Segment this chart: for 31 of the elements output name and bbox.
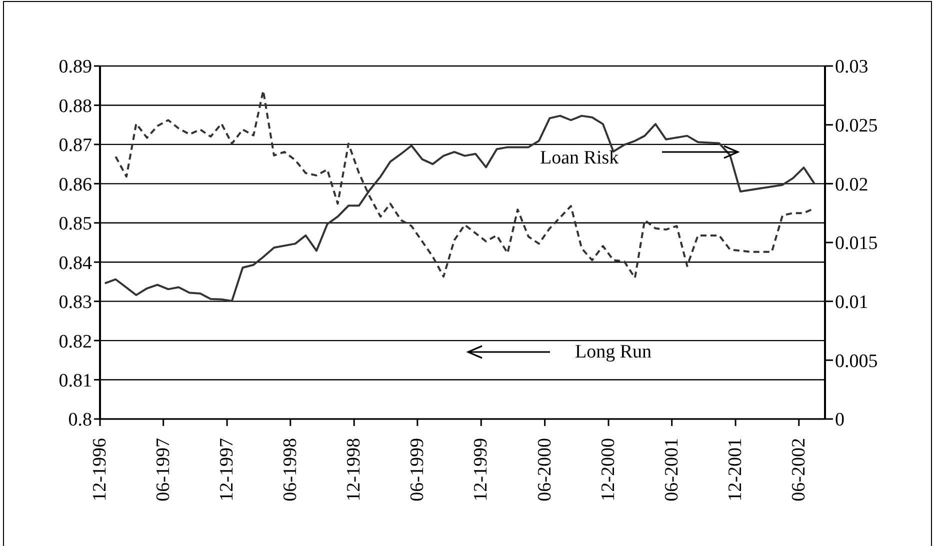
- x-tick-label: 06-2001: [661, 438, 682, 502]
- y2-tick-label: 0.01: [835, 292, 868, 314]
- x-tick-label: 12-1997: [216, 438, 238, 502]
- y-tick-label: 0.84: [58, 252, 92, 274]
- x-tick-label: 06-2002: [788, 438, 810, 502]
- y-tick-label: 0.88: [58, 96, 92, 117]
- y2-tick-label: 0.03: [835, 56, 868, 78]
- x-tick-label: 06-1997: [152, 438, 174, 502]
- y2-tick-label: 0.015: [835, 233, 878, 254]
- y-tick-label: 0.85: [58, 214, 92, 235]
- y-tick-label: 0.89: [58, 56, 92, 78]
- y2-tick-label: 0: [835, 410, 844, 431]
- y-tick-label: 0.86: [58, 174, 92, 196]
- annotation: Long Run: [575, 342, 652, 362]
- y2-tick-label: 0.02: [835, 174, 868, 196]
- y2-tick-label: 0.005: [835, 350, 878, 372]
- y-tick-label: 0.81: [58, 370, 92, 392]
- y-tick-label: 0.8: [68, 410, 92, 431]
- y-tick-label: 0.83: [58, 292, 92, 314]
- x-tick-label: 12-1996: [90, 438, 110, 502]
- y2-tick-label: 0.025: [835, 116, 878, 137]
- x-tick-label: 12-2000: [598, 438, 620, 502]
- x-tick-label: 12-2001: [725, 438, 746, 502]
- y-tick-label: 0.82: [58, 331, 92, 352]
- annotation: Loan Risk: [540, 148, 620, 168]
- x-tick-label: 12-1999: [470, 438, 492, 502]
- x-tick-label: 06-1999: [406, 438, 428, 502]
- x-tick-label: 06-1998: [280, 438, 301, 502]
- x-tick-label: 06-2000: [534, 438, 556, 502]
- x-tick-label: 12-1998: [344, 438, 365, 502]
- y-tick-label: 0.87: [58, 135, 92, 156]
